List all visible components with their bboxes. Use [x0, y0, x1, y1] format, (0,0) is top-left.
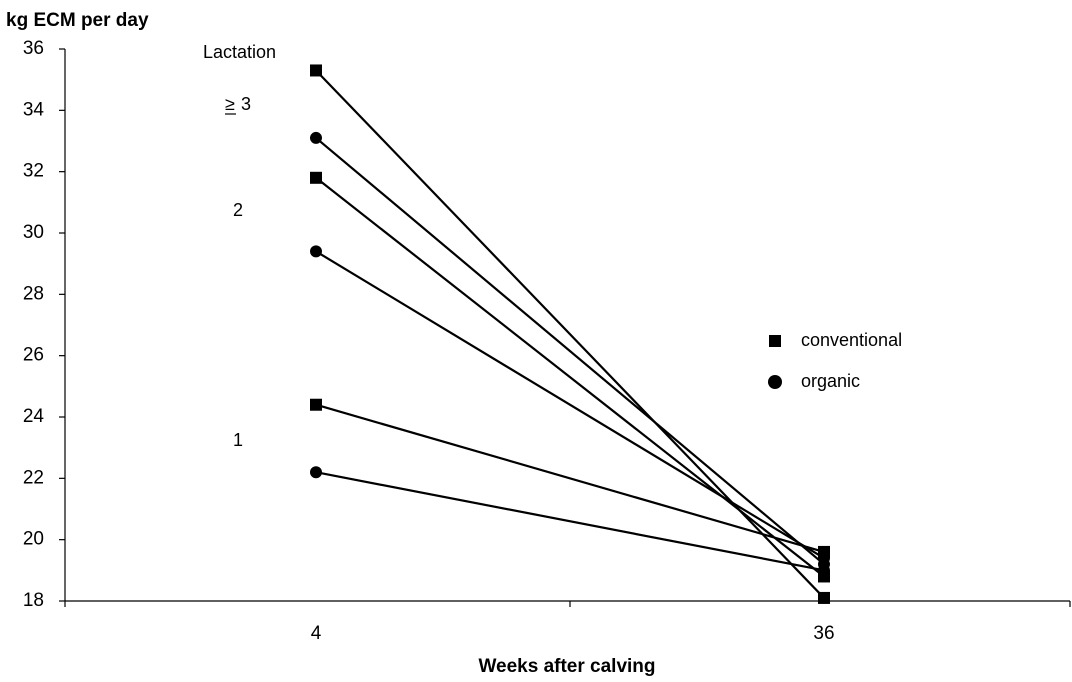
data-point-square	[310, 64, 322, 77]
data-point-circle	[310, 131, 322, 144]
lactation-label: Lactation	[203, 42, 276, 62]
legend: conventional organic	[768, 330, 902, 391]
data-point-square	[818, 591, 830, 604]
data-point-square	[310, 171, 322, 184]
y-tick-label: 36	[23, 38, 44, 59]
y-tick-label: 30	[23, 222, 44, 243]
y-tick-label: 24	[23, 406, 45, 427]
data-point-circle	[310, 466, 322, 479]
y-tick-label: 22	[23, 467, 44, 488]
data-point-circle	[310, 245, 322, 258]
series-line	[315, 137, 825, 566]
data-point-square	[310, 398, 322, 411]
group-label-3: ≥ 3	[225, 94, 251, 115]
legend-square-marker	[769, 335, 781, 347]
series-line	[315, 176, 825, 578]
legend-circle-marker	[768, 375, 782, 389]
series-line	[315, 471, 825, 572]
y-tick-label: 28	[23, 283, 44, 304]
data-point-circle	[818, 564, 830, 577]
group-label-2: 2	[233, 200, 243, 220]
y-axis-title: kg ECM per day	[6, 10, 149, 31]
x-axis-title: Weeks after calving	[478, 656, 655, 677]
series-line	[315, 69, 825, 599]
axes	[64, 49, 1070, 602]
group-label-3-text: 3	[241, 94, 251, 114]
y-tick-label: 18	[23, 590, 44, 611]
x-tick-label: 4	[311, 623, 322, 644]
y-axis-ticks: 18 20 22 24 26 28 30 32 34 36	[23, 38, 65, 611]
x-tick-label: 36	[813, 623, 834, 644]
y-tick-label: 26	[23, 345, 44, 366]
legend-conventional: conventional	[801, 330, 902, 350]
series-lines	[315, 69, 825, 599]
series-line	[315, 403, 825, 553]
legend-organic: organic	[801, 371, 860, 391]
x-axis-ticks: 4 36	[64, 601, 1071, 644]
group-label-3-prefix: ≥	[225, 94, 235, 114]
group-label-1: 1	[233, 430, 243, 450]
y-tick-label: 34	[23, 99, 45, 120]
data-point-square	[818, 545, 830, 558]
y-tick-label: 32	[23, 161, 44, 182]
series-line	[315, 250, 825, 560]
series-markers	[310, 64, 830, 604]
y-tick-label: 20	[23, 529, 44, 550]
